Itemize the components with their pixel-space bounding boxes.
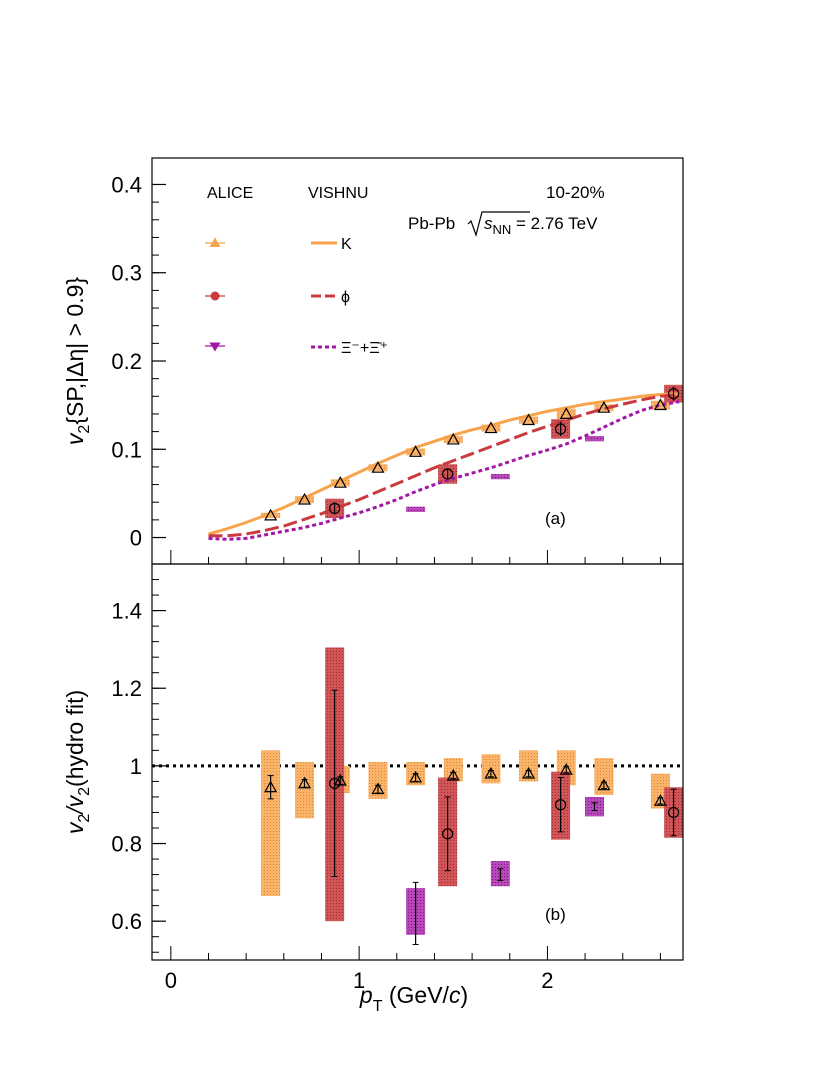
y-axis-title: v2/v2(hydro fit) xyxy=(62,690,93,834)
ratio-point-kaon xyxy=(371,782,385,795)
syst-box-kaon xyxy=(481,424,501,432)
ratio-box-kaon xyxy=(368,762,388,799)
syst-box-kaon xyxy=(295,496,315,504)
ratio-point-kaon xyxy=(409,770,423,783)
panel-a-label: (a) xyxy=(545,509,566,528)
ratio-points xyxy=(264,689,680,945)
data-point-kaon xyxy=(446,432,460,445)
data-point-phi xyxy=(555,423,567,435)
axis-ticks: 0 0.1 0.2 0.3 0.4 xyxy=(111,172,661,564)
ratio-point-kaon xyxy=(446,768,460,781)
data-point-phi xyxy=(442,468,454,480)
syst-box-kaon xyxy=(594,404,614,412)
y-tick-label: 0.8 xyxy=(111,832,142,857)
syst-box-kaon xyxy=(650,400,670,410)
ratio-point-kaon xyxy=(597,778,611,791)
ratio-point-phi xyxy=(667,806,680,819)
ratio-point-kaon xyxy=(559,763,573,775)
ratio-boxes xyxy=(261,647,684,935)
ratio-point-kaon xyxy=(298,776,312,789)
y-tick-label: 1.4 xyxy=(111,599,142,624)
data-points xyxy=(264,386,680,521)
x-tick-label: 1 xyxy=(353,968,365,993)
ratio-point-kaon xyxy=(333,773,347,786)
syst-box-kaon xyxy=(443,436,463,444)
data-point-phi xyxy=(329,502,341,514)
legend: ALICE VISHNU K ϕ Ξ⁻+Ξ̄⁺ xyxy=(205,185,388,357)
legend-phi-label: ϕ xyxy=(341,289,350,306)
data-point-kaon xyxy=(522,413,536,426)
energy-label: sNN = 2.76 TeV xyxy=(484,214,598,237)
y-tick-label: 0.3 xyxy=(111,261,142,286)
syst-box-kaon xyxy=(556,408,576,420)
data-point-kaon xyxy=(409,445,423,457)
ratio-point-kaon xyxy=(484,766,498,779)
syst-box-xi xyxy=(490,473,510,480)
panel-a: 0 0.1 0.2 0.3 0.4 v2{SP,|Δη| > 0.9} ALICE VI… xyxy=(62,157,684,565)
y-tick-label: 0.1 xyxy=(111,437,142,462)
y-tick-label: 0.6 xyxy=(111,909,142,934)
ratio-box-kaon xyxy=(594,758,614,795)
ratio-point-phi xyxy=(555,799,567,811)
systematic-boxes xyxy=(261,384,684,519)
data-point-kaon xyxy=(597,401,611,413)
ratio-point-kaon xyxy=(653,794,667,806)
ratio-box-kaon xyxy=(261,750,281,896)
syst-box-kaon xyxy=(261,512,281,519)
legend-header-data: ALICE xyxy=(207,185,253,202)
data-point-kaon xyxy=(298,492,312,505)
data-point-kaon xyxy=(371,461,385,473)
syst-box-xi xyxy=(406,506,426,512)
ratio-box-kaon xyxy=(295,762,315,819)
legend-header-model: VISHNU xyxy=(308,185,368,202)
plot-frame xyxy=(151,563,684,961)
y-tick-label: 1.2 xyxy=(111,676,142,701)
centrality-label: 10-20% xyxy=(546,183,605,202)
legend-kaon-label: K xyxy=(341,236,352,253)
ratio-point-kaon xyxy=(522,766,536,779)
ratio-box-kaon xyxy=(519,750,539,782)
data-point-phi xyxy=(667,388,680,400)
y-tick-label: 0.4 xyxy=(111,172,142,197)
model-curve-phi xyxy=(208,393,680,538)
syst-box-xi xyxy=(585,436,604,442)
legend-phi-marker xyxy=(205,291,225,301)
data-point-kaon xyxy=(264,508,278,521)
panel-b-label: (b) xyxy=(545,905,566,924)
ratio-point-phi xyxy=(329,777,341,789)
data-point-kaon xyxy=(333,476,347,488)
y-axis-title: v2{SP,|Δη| > 0.9} xyxy=(62,277,93,445)
x-tick-label: 2 xyxy=(541,968,553,993)
model-curve-xi xyxy=(208,400,680,541)
y-tick-label: 0.2 xyxy=(111,349,142,374)
syst-box-kaon xyxy=(330,479,350,487)
y-tick-label: 1 xyxy=(130,754,142,779)
model-curves xyxy=(208,392,680,541)
ratio-point-phi xyxy=(442,828,454,840)
axis-ticks: 0.6 0.8 1 1.2 1.4 0 1 2 xyxy=(111,579,661,993)
sqrt-sign-icon xyxy=(467,211,530,238)
syst-box-kaon xyxy=(368,464,388,472)
ratio-point-kaon xyxy=(264,780,278,793)
model-curve-kaon xyxy=(208,392,680,536)
legend-xi-label: Ξ⁻+Ξ̄⁺ xyxy=(341,340,388,357)
syst-box-kaon xyxy=(519,416,539,424)
data-point-kaon xyxy=(484,421,498,434)
data-point-kaon xyxy=(653,398,667,411)
x-axis-title: pT (GeV/c) xyxy=(359,982,468,1015)
x-tick-label: 0 xyxy=(165,968,177,993)
y-tick-label: 0 xyxy=(130,526,142,551)
syst-box-kaon xyxy=(406,448,426,456)
panel-b: 0.6 0.8 1 1.2 1.4 0 1 2 v2/v2(hydro fit) pT (Ge… xyxy=(62,563,684,1015)
legend-xi-marker xyxy=(205,342,225,352)
legend-kaon-marker xyxy=(205,237,225,247)
system-label: Pb-Pb xyxy=(408,214,455,233)
data-point-kaon xyxy=(559,407,573,419)
